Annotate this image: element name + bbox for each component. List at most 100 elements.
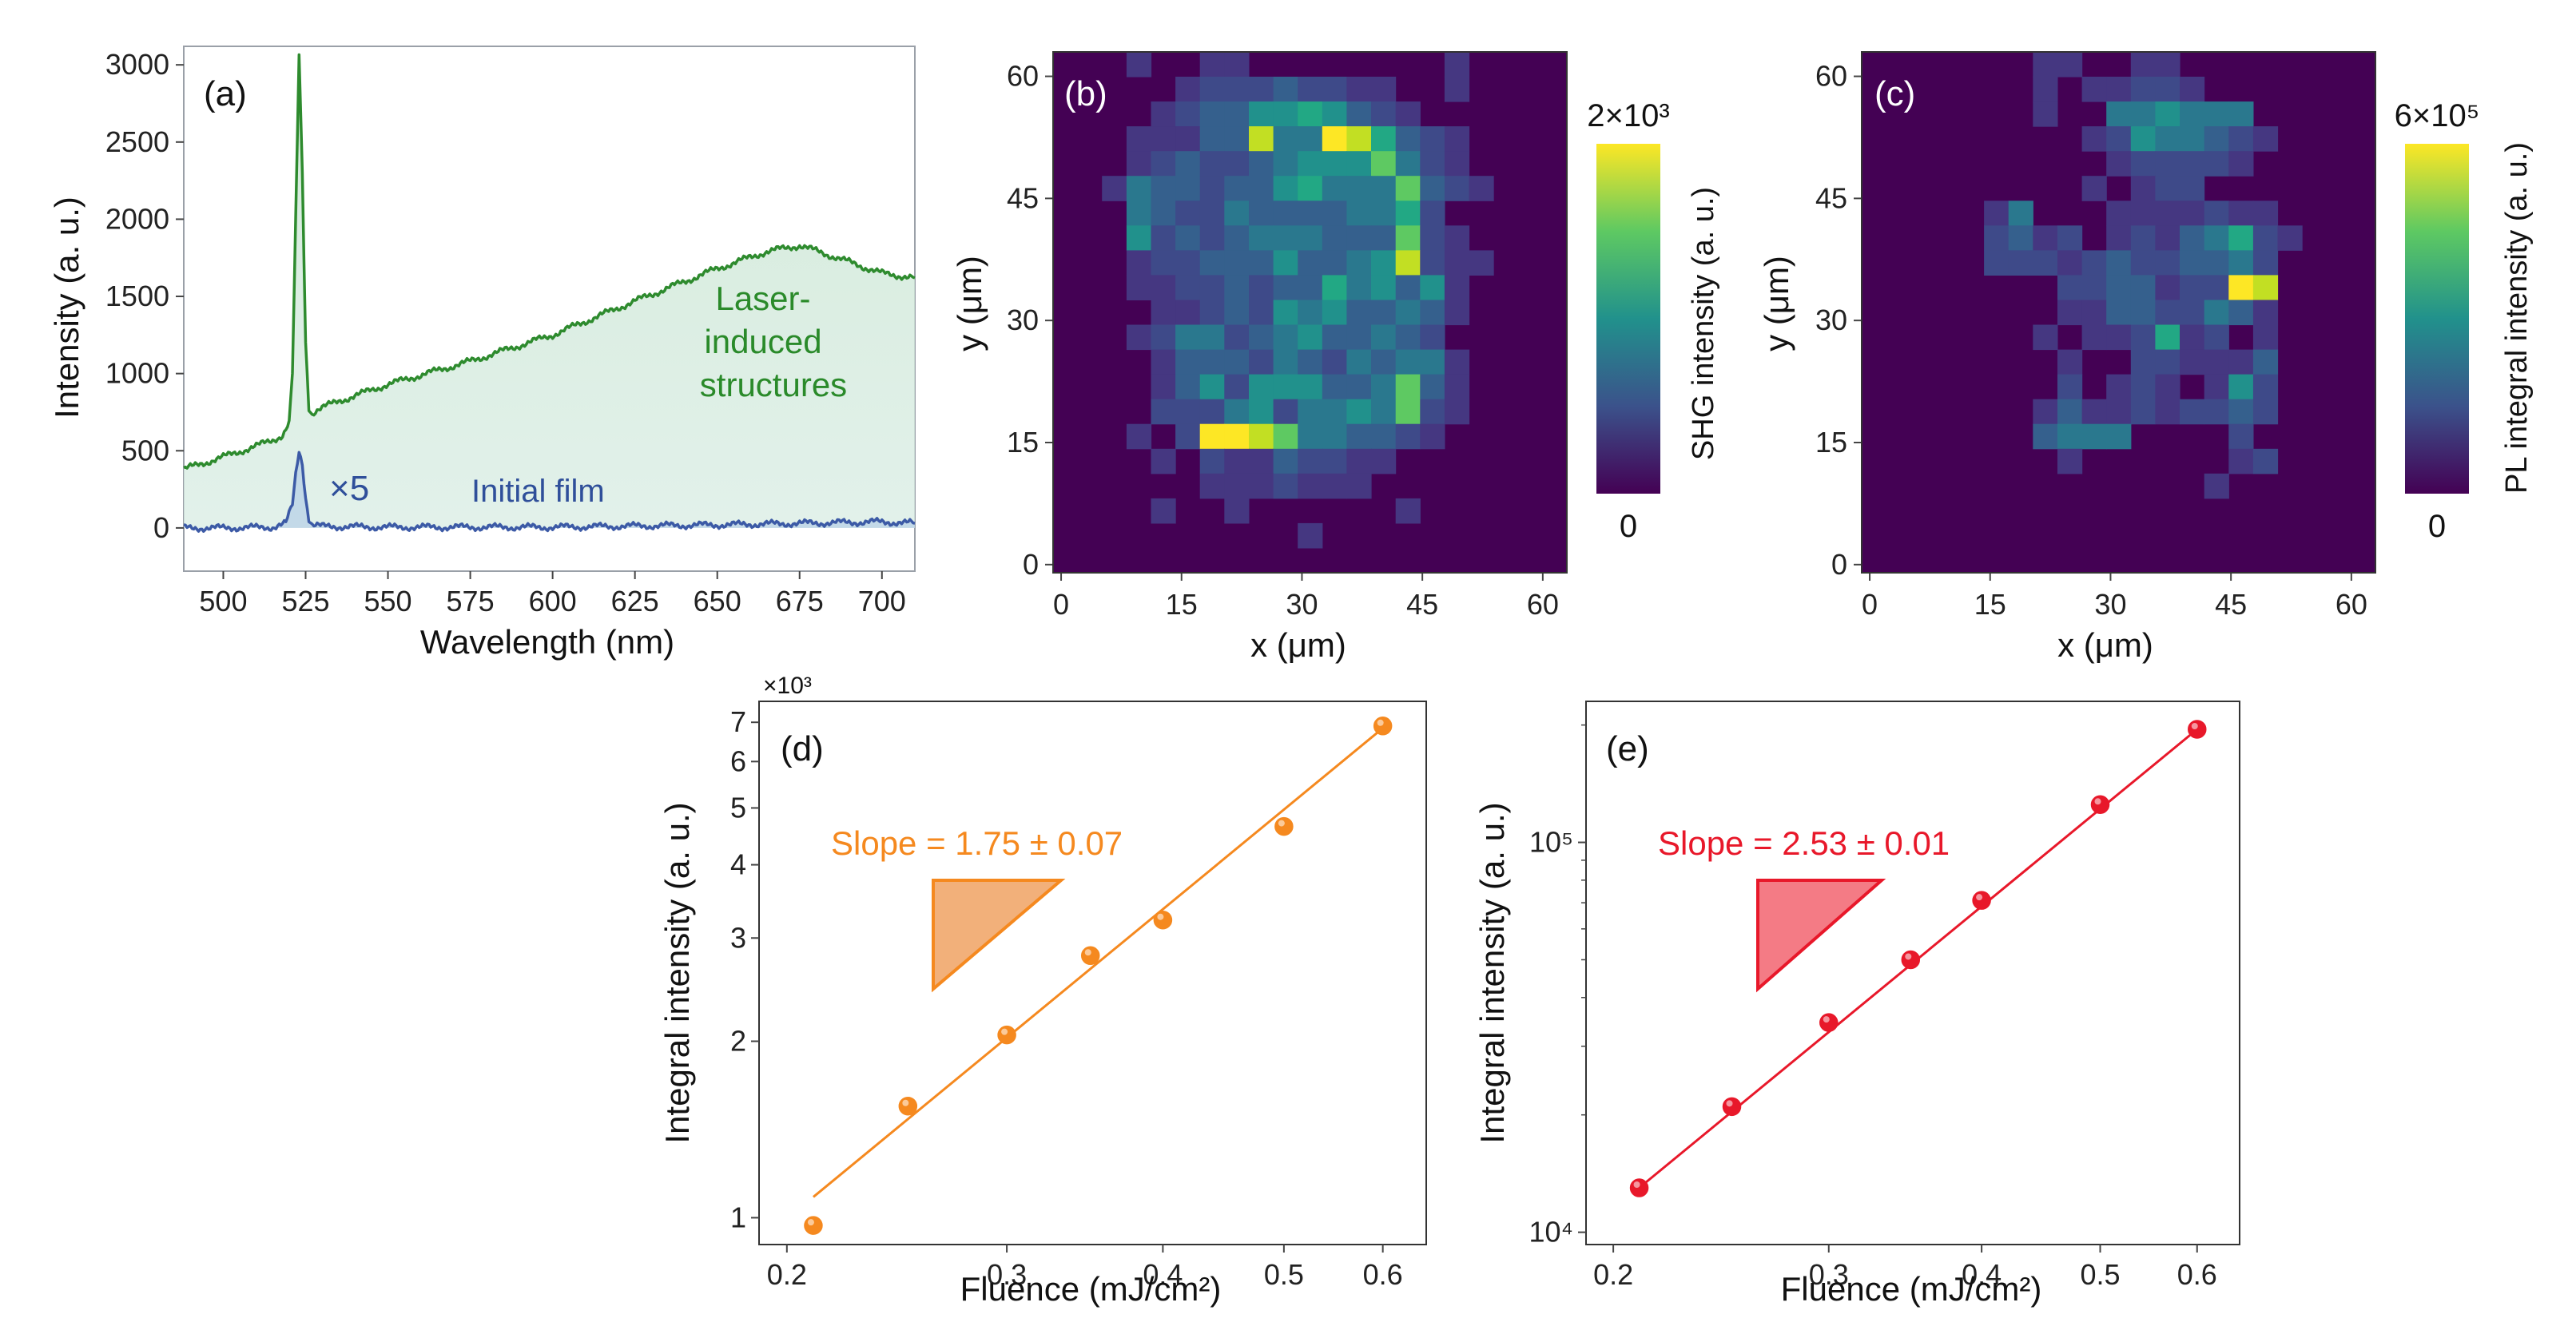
panel-c-cell bbox=[2081, 77, 2107, 102]
panel-c-cell bbox=[2155, 300, 2180, 326]
panel-b-cell bbox=[1420, 324, 1445, 351]
panel-b-cell bbox=[1371, 77, 1397, 102]
panel-b-cell bbox=[1298, 448, 1323, 474]
panel-b-cell bbox=[1199, 473, 1225, 499]
panel-e-data-point-highlight bbox=[1726, 1100, 1733, 1107]
panel-b-cell bbox=[1224, 349, 1250, 375]
panel-b-cell bbox=[1199, 423, 1225, 450]
panel-b-cell bbox=[1322, 225, 1347, 251]
panel-d-ytick-label: 1 bbox=[730, 1201, 746, 1233]
panel-b-cell bbox=[1273, 201, 1298, 226]
panel-c-cell bbox=[2204, 275, 2229, 300]
panel-d-data-point bbox=[804, 1216, 823, 1235]
panel-b-cell bbox=[1224, 126, 1250, 152]
panel-b-cell bbox=[1199, 151, 1225, 177]
panel-b-cell bbox=[1175, 423, 1201, 450]
panel-c-cell bbox=[2252, 448, 2279, 474]
panel-b-cell bbox=[1273, 374, 1298, 400]
panel-e-ytick-label: 10⁵ bbox=[1529, 826, 1573, 859]
panel-a-xtick-label: 600 bbox=[529, 585, 577, 617]
panel-c-cell bbox=[2252, 225, 2279, 251]
panel-c-cell bbox=[2204, 151, 2229, 177]
panel-c-cell bbox=[2081, 126, 2107, 152]
panel-c-xtick-label: 15 bbox=[1974, 588, 2006, 621]
panel-c-xlabel: x (μm) bbox=[2057, 626, 2153, 664]
panel-c-cell bbox=[2180, 349, 2205, 375]
panel-c-ytick-label: 15 bbox=[1815, 426, 1847, 459]
panel-b-cell bbox=[1102, 176, 1127, 201]
panel-c-cell bbox=[2130, 374, 2156, 400]
panel-e-data-point bbox=[1819, 1013, 1839, 1032]
panel-a-ylabel: Intensity (a. u.) bbox=[48, 197, 85, 419]
panel-c-cell bbox=[2155, 275, 2180, 300]
panel-b-cell bbox=[1224, 423, 1250, 450]
panel-b-cell bbox=[1371, 101, 1397, 127]
panel-b-cell bbox=[1151, 448, 1176, 474]
panel-b-cell bbox=[1346, 349, 1372, 375]
panel-b-cell bbox=[1395, 399, 1421, 425]
panel-c-cell bbox=[2204, 201, 2229, 226]
panel-a-xtick-label: 500 bbox=[199, 585, 247, 617]
panel-c-cell bbox=[2057, 275, 2083, 300]
panel-b-cell bbox=[1249, 473, 1274, 499]
panel-b-cell bbox=[1346, 250, 1372, 276]
panel-c: 0 15 30 45 60 0 15 30 45 60 (c) x (μm) y (μm) 6×1… bbox=[1758, 51, 2534, 664]
panel-b-cell bbox=[1175, 399, 1201, 425]
panel-b-frame bbox=[1052, 51, 1568, 574]
panel-c-cell bbox=[2130, 250, 2156, 276]
panel-c-cell bbox=[2081, 324, 2107, 351]
panel-b-ylabel: y (μm) bbox=[951, 256, 988, 351]
panel-e-ytick-label: 10⁴ bbox=[1529, 1216, 1573, 1249]
panel-b-cell bbox=[1175, 151, 1201, 177]
panel-c-colorbar-label: PL integral intensity (a. u.) bbox=[2500, 142, 2534, 494]
panel-c-colorbar-max: 6×10⁵ bbox=[2395, 98, 2480, 133]
panel-c-cell bbox=[2228, 423, 2254, 450]
panel-b-cell bbox=[1444, 374, 1470, 400]
panel-c-cell bbox=[2180, 225, 2205, 251]
panel-b: 0 15 30 45 60 0 15 30 45 60 (b) x (μm) y (μm) 2×1… bbox=[951, 51, 1720, 664]
panel-b-cell bbox=[1346, 448, 1372, 474]
panel-b-cell bbox=[1444, 275, 1470, 300]
panel-e-data-point-highlight bbox=[1976, 894, 1983, 901]
panel-a-xtick-label: 525 bbox=[281, 585, 329, 617]
panel-c-cell bbox=[2081, 399, 2107, 425]
panel-c-cell bbox=[2155, 225, 2180, 251]
panel-c-cell bbox=[2130, 324, 2156, 351]
panel-c-cell bbox=[2106, 201, 2132, 226]
panel-c-cell bbox=[2081, 275, 2107, 300]
panel-d-ytick-label: 6 bbox=[730, 744, 746, 777]
panel-e-xtick-label: 0.6 bbox=[2177, 1258, 2217, 1291]
panel-d-ytick-label: 2 bbox=[730, 1024, 746, 1057]
panel-c-xtick-label: 45 bbox=[2215, 588, 2247, 621]
panel-c-cell bbox=[2180, 101, 2205, 127]
panel-e-data-point bbox=[2188, 720, 2207, 739]
panel-b-cell bbox=[1249, 225, 1274, 251]
panel-b-cell bbox=[1346, 151, 1372, 177]
panel-c-cell bbox=[2180, 151, 2205, 177]
panel-c-cell bbox=[2130, 275, 2156, 300]
panel-b-cell bbox=[1395, 324, 1421, 351]
panel-b-cell bbox=[1469, 176, 1494, 201]
panel-c-cell bbox=[2130, 201, 2156, 226]
panel-b-cell bbox=[1298, 522, 1323, 549]
panel-c-cell bbox=[2252, 374, 2279, 400]
panel-b-cell bbox=[1420, 225, 1445, 251]
panel-c-cell bbox=[2180, 324, 2205, 351]
panel-b-cell bbox=[1371, 126, 1397, 152]
panel-c-cell bbox=[2057, 374, 2083, 400]
panel-c-cell bbox=[2180, 176, 2205, 201]
panel-c-cell bbox=[2130, 300, 2156, 326]
panel-c-cell bbox=[2228, 101, 2254, 127]
panel-c-cell bbox=[1984, 201, 2010, 226]
panel-c-cell bbox=[2057, 250, 2083, 276]
panel-b-cell bbox=[1224, 399, 1250, 425]
panel-e-data-point-highlight bbox=[1823, 1016, 1830, 1023]
panel-b-cell bbox=[1151, 324, 1176, 351]
panel-c-cell bbox=[2130, 349, 2156, 375]
panel-b-cell bbox=[1273, 225, 1298, 251]
panel-c-cell bbox=[2155, 201, 2180, 226]
panel-b-cell bbox=[1298, 423, 1323, 450]
panel-b-xtick-label: 0 bbox=[1053, 588, 1069, 621]
annotation-laser-line1: Laser- bbox=[715, 280, 810, 317]
panel-a-xlabel: Wavelength (nm) bbox=[420, 623, 674, 661]
